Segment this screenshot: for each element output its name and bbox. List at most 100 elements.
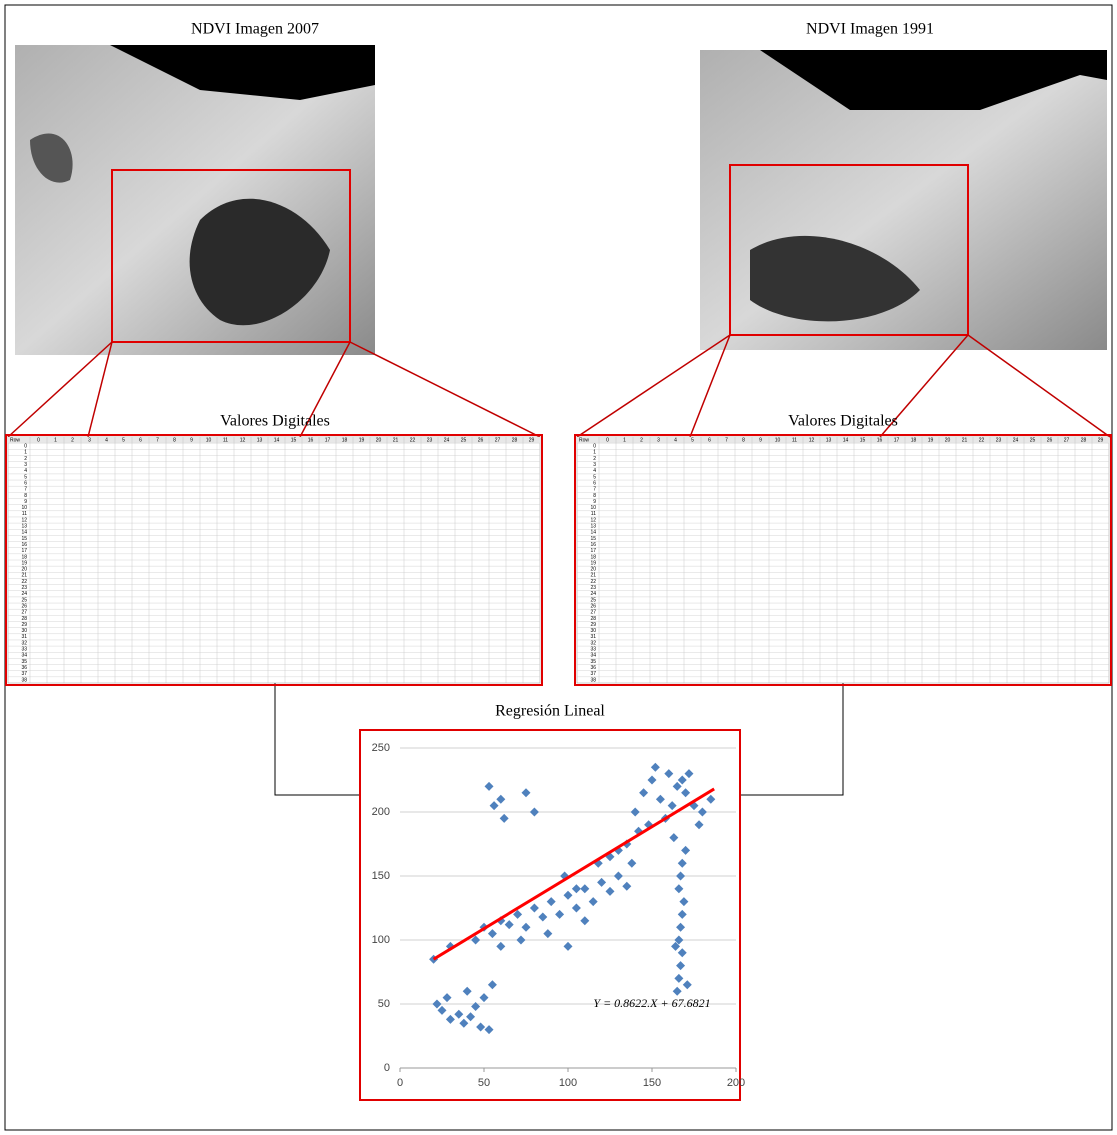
column-header: 13 xyxy=(826,437,832,443)
row-label: 35 xyxy=(590,659,596,665)
image-title: NDVI Imagen 2007 xyxy=(191,21,319,38)
row-label: 32 xyxy=(590,640,596,646)
row-label: 28 xyxy=(21,616,27,622)
column-header: 2 xyxy=(71,437,74,443)
row-label: 4 xyxy=(24,468,27,474)
row-label: 9 xyxy=(593,499,596,505)
row-label: 1 xyxy=(593,450,596,456)
column-header: 27 xyxy=(495,437,501,443)
row-label: 0 xyxy=(24,444,27,450)
row-label: 37 xyxy=(21,671,27,677)
column-header: 12 xyxy=(809,437,815,443)
row-label: 16 xyxy=(590,542,596,548)
row-label: 26 xyxy=(590,603,596,609)
column-header: 10 xyxy=(206,437,212,443)
column-header: 0 xyxy=(606,437,609,443)
row-label: 13 xyxy=(21,524,27,530)
column-header: 1 xyxy=(54,437,57,443)
column-header: 5 xyxy=(122,437,125,443)
column-header: 8 xyxy=(173,437,176,443)
column-header: 22 xyxy=(410,437,416,443)
row-label: 8 xyxy=(593,493,596,499)
column-header: 8 xyxy=(742,437,745,443)
row-label: 6 xyxy=(593,480,596,486)
column-header: 5 xyxy=(691,437,694,443)
row-label: 26 xyxy=(21,603,27,609)
row-label: 4 xyxy=(593,468,596,474)
table-title: Valores Digitales xyxy=(788,413,898,430)
row-label: 12 xyxy=(590,517,596,523)
column-header: 10 xyxy=(775,437,781,443)
row-label: 7 xyxy=(593,487,596,493)
column-header: 21 xyxy=(962,437,968,443)
row-label: 12 xyxy=(21,517,27,523)
row-label: 36 xyxy=(590,665,596,671)
table-title: Valores Digitales xyxy=(220,413,330,430)
row-label: 14 xyxy=(21,530,27,536)
column-header: 12 xyxy=(240,437,246,443)
row-header: Row xyxy=(579,437,589,443)
column-header: 25 xyxy=(1030,437,1036,443)
row-label: 2 xyxy=(24,456,27,462)
column-header: 17 xyxy=(894,437,900,443)
column-header: 26 xyxy=(478,437,484,443)
column-header: 23 xyxy=(427,437,433,443)
column-header: 2 xyxy=(640,437,643,443)
row-label: 1 xyxy=(24,450,27,456)
row-label: 7 xyxy=(24,487,27,493)
row-label: 38 xyxy=(590,677,596,683)
y-tick-label: 150 xyxy=(372,870,390,882)
row-label: 17 xyxy=(21,548,27,554)
row-label: 30 xyxy=(590,628,596,634)
column-header: 0 xyxy=(37,437,40,443)
column-header: 24 xyxy=(444,437,450,443)
row-label: 11 xyxy=(591,511,596,517)
row-label: 18 xyxy=(590,554,596,560)
column-header: 20 xyxy=(945,437,951,443)
y-tick-label: 100 xyxy=(372,934,390,946)
column-header: 16 xyxy=(308,437,314,443)
column-header: 9 xyxy=(759,437,762,443)
row-label: 15 xyxy=(590,536,596,542)
row-label: 5 xyxy=(24,474,27,480)
column-header: 4 xyxy=(674,437,677,443)
row-label: 21 xyxy=(590,573,596,579)
column-header: 4 xyxy=(105,437,108,443)
column-header: 19 xyxy=(928,437,934,443)
row-label: 6 xyxy=(24,480,27,486)
column-header: 15 xyxy=(291,437,297,443)
column-header: 29 xyxy=(529,437,535,443)
row-label: 34 xyxy=(590,653,596,659)
row-label: 11 xyxy=(22,511,27,517)
row-label: 23 xyxy=(590,585,596,591)
row-label: 18 xyxy=(21,554,27,560)
row-label: 36 xyxy=(21,665,27,671)
y-tick-label: 0 xyxy=(384,1062,390,1074)
satellite-image xyxy=(700,50,1107,350)
row-label: 27 xyxy=(21,610,27,616)
y-tick-label: 200 xyxy=(372,806,390,818)
row-header: Row xyxy=(10,437,20,443)
column-header: 6 xyxy=(708,437,711,443)
row-label: 31 xyxy=(590,634,596,640)
row-label: 27 xyxy=(590,610,596,616)
row-label: 24 xyxy=(21,591,27,597)
column-header: 25 xyxy=(461,437,467,443)
row-label: 9 xyxy=(24,499,27,505)
row-label: 23 xyxy=(21,585,27,591)
column-header: 28 xyxy=(1081,437,1087,443)
row-label: 8 xyxy=(24,493,27,499)
y-tick-label: 250 xyxy=(372,742,390,754)
row-label: 28 xyxy=(590,616,596,622)
row-label: 19 xyxy=(590,560,596,566)
row-label: 13 xyxy=(590,524,596,530)
row-label: 31 xyxy=(21,634,27,640)
row-label: 37 xyxy=(590,671,596,677)
row-label: 30 xyxy=(21,628,27,634)
row-label: 25 xyxy=(590,597,596,603)
column-header: 1 xyxy=(623,437,626,443)
row-label: 15 xyxy=(21,536,27,542)
row-label: 20 xyxy=(21,567,27,573)
column-header: 29 xyxy=(1098,437,1104,443)
